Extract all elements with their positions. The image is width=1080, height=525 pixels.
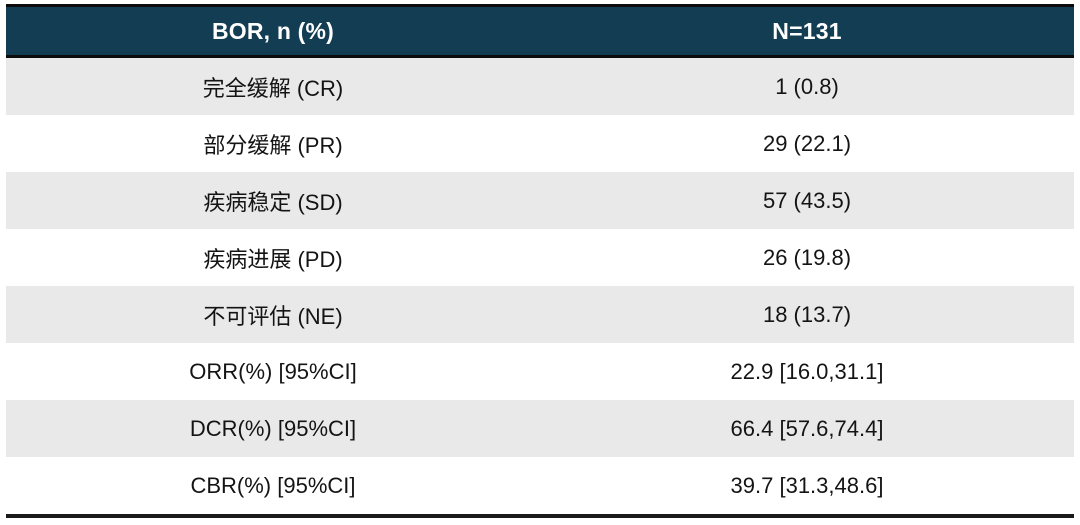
- bor-results-table: BOR, n (%) N=131 完全缓解 (CR) 1 (0.8) 部分缓解 …: [6, 4, 1074, 518]
- row-label: ORR(%) [95%CI]: [189, 358, 357, 384]
- row-label: 完全缓解 (CR): [202, 75, 344, 101]
- table-header-row: BOR, n (%) N=131: [6, 4, 1074, 58]
- table-row-dcr: DCR(%) [95%CI] 66.4 [57.6,74.4]: [6, 400, 1074, 457]
- row-value: 39.7 [31.3,48.6]: [730, 472, 884, 498]
- row-value: 66.4 [57.6,74.4]: [730, 415, 884, 441]
- row-label: 疾病进展 (PD): [203, 246, 343, 272]
- row-label: 部分缓解 (PR): [203, 132, 343, 158]
- table-row-sd: 疾病稳定 (SD) 57 (43.5): [6, 172, 1074, 229]
- table-row-pr: 部分缓解 (PR) 29 (22.1): [6, 115, 1074, 172]
- row-label: 不可评估 (NE): [203, 303, 343, 329]
- table-row-ne: 不可评估 (NE) 18 (13.7): [6, 286, 1074, 343]
- row-value: 18 (13.7): [762, 301, 852, 327]
- row-value: 1 (0.8): [775, 73, 839, 99]
- table-bottom-rule: [6, 514, 1074, 518]
- row-value: 57 (43.5): [762, 187, 852, 213]
- table-row-orr: ORR(%) [95%CI] 22.9 [16.0,31.1]: [6, 343, 1074, 400]
- row-value: 26 (19.8): [762, 244, 852, 270]
- row-label: CBR(%) [95%CI]: [190, 472, 356, 498]
- row-value: 29 (22.1): [762, 130, 852, 156]
- row-label: 疾病稳定 (SD): [203, 189, 343, 215]
- table-row-cbr: CBR(%) [95%CI] 39.7 [31.3,48.6]: [6, 457, 1074, 514]
- row-value: 22.9 [16.0,31.1]: [730, 358, 884, 384]
- header-cell-n: N=131: [772, 17, 842, 44]
- table-row-cr: 完全缓解 (CR) 1 (0.8): [6, 58, 1074, 115]
- row-label: DCR(%) [95%CI]: [189, 415, 357, 441]
- table-row-pd: 疾病进展 (PD) 26 (19.8): [6, 229, 1074, 286]
- header-cell-bor: BOR, n (%): [211, 17, 335, 44]
